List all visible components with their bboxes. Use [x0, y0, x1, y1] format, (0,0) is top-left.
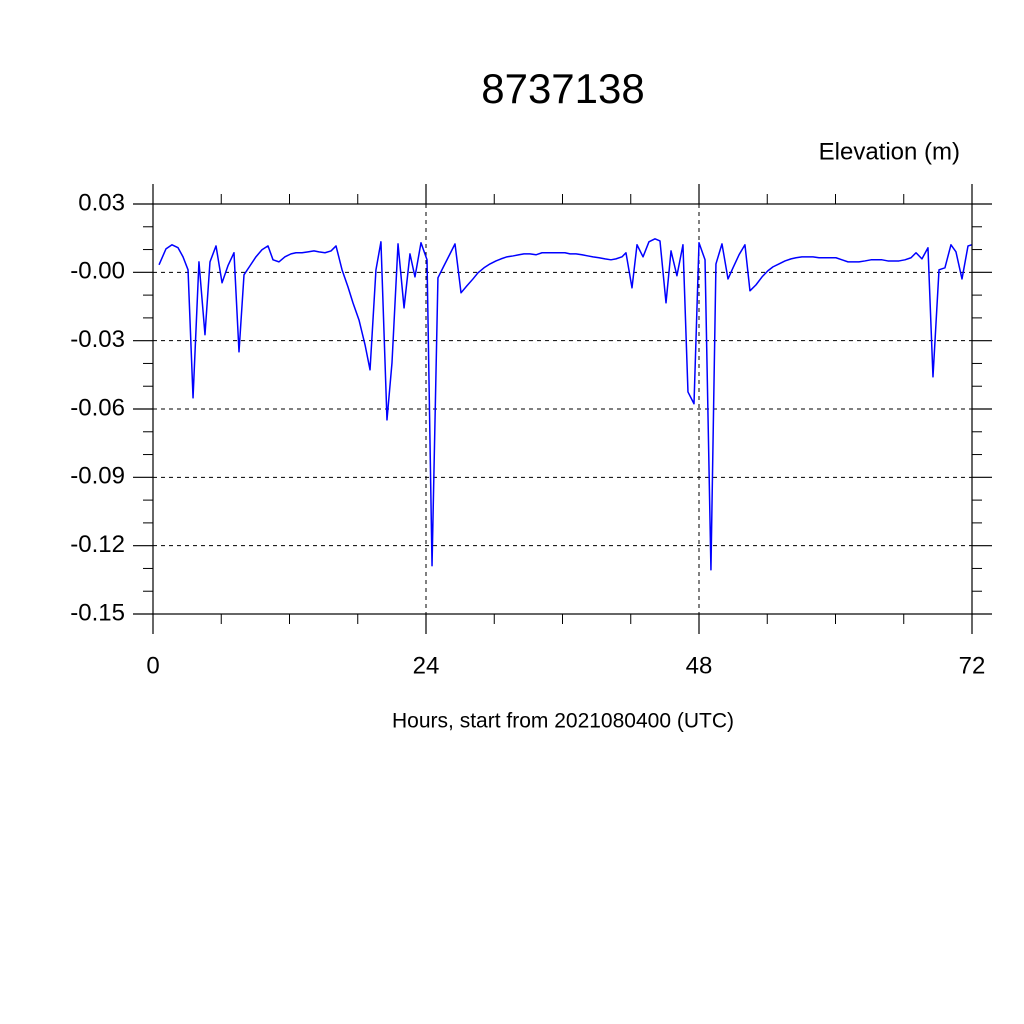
- grid: [152, 203, 973, 615]
- x-tick-label: 72: [959, 652, 986, 679]
- y-tick-label: -0.03: [70, 326, 125, 353]
- x-axis-label: Hours, start from 2021080400 (UTC): [392, 710, 734, 733]
- y-tick-label: -0.12: [70, 531, 125, 558]
- x-tick-label: 0: [146, 652, 159, 679]
- plot: [158, 238, 973, 571]
- y-tick-label: 0.03: [78, 189, 125, 216]
- axes: 0.03 -0.00 -0.03 -0.06 -0.09 -0.12 -0.15 0 24 48 7…: [70, 184, 992, 679]
- y-tick-label: -0.15: [70, 599, 125, 626]
- x-tick-label: 24: [413, 652, 440, 679]
- y-tick-label: -0.00: [70, 258, 125, 285]
- x-tick-label: 48: [686, 652, 713, 679]
- y-tick-label: -0.09: [70, 463, 125, 490]
- chart-title: 8737138: [481, 65, 645, 112]
- y-tick-label: -0.06: [70, 394, 125, 421]
- data-line: [158, 238, 973, 571]
- y-axis-label: Elevation (m): [819, 138, 960, 165]
